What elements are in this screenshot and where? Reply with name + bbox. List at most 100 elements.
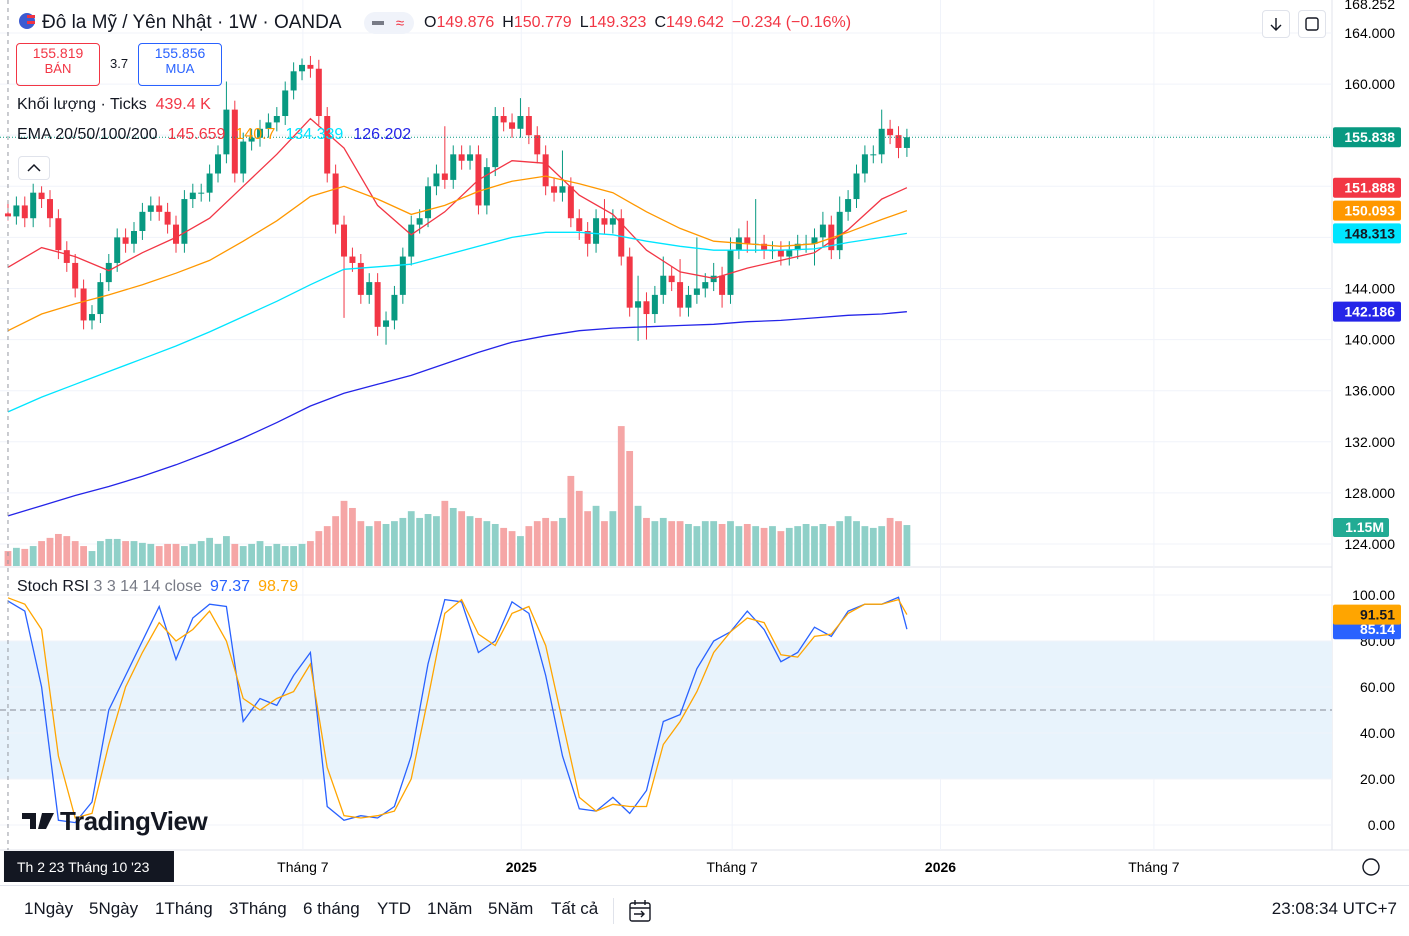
candle-body [500, 116, 507, 123]
volume-label: 1.15M [1345, 519, 1384, 535]
candle-body [609, 218, 616, 225]
volume-bar [559, 517, 566, 566]
layers: Tháng 7 2025 Tháng 7 2026 Tháng 7 124.000 128.… [0, 0, 1401, 882]
volume-bar [206, 537, 214, 566]
candle-body [458, 154, 465, 161]
ohlc-value: 149.323 [588, 14, 647, 31]
volume-bar [96, 541, 104, 566]
sell-button[interactable]: 155.819 BÁN [16, 43, 100, 86]
range-button[interactable]: 3Tháng [229, 899, 287, 918]
volume-bar [181, 546, 188, 566]
candle-body [853, 173, 860, 200]
fullscreen-button[interactable] [1298, 10, 1326, 38]
y-tick-label: 100.00 [1352, 587, 1395, 603]
volume-bar [231, 543, 239, 566]
settings-icon[interactable] [1362, 858, 1380, 876]
candle-body [307, 64, 314, 69]
candle-body [114, 237, 121, 263]
candle-body [425, 186, 432, 219]
candle-body [542, 154, 549, 187]
buy-button[interactable]: 155.856 MUA [138, 43, 222, 86]
candle-body [567, 186, 574, 219]
volume-bar [315, 531, 323, 566]
candle-body [282, 90, 289, 117]
date-range-button[interactable] [628, 898, 654, 929]
candle-body [139, 211, 146, 231]
x-tick-label: Tháng 7 [706, 859, 758, 875]
candle-body [441, 173, 448, 180]
volume-bar [601, 521, 608, 566]
candle-body [777, 250, 784, 257]
range-button[interactable]: 6 tháng [303, 899, 360, 918]
range-button[interactable]: 5Ngày [89, 899, 139, 918]
volume-bar [4, 551, 12, 566]
ema-legend: EMA 20/50/100/200 145.659 140.7 134.339 126.… [17, 126, 411, 144]
collapse-button[interactable] [18, 156, 50, 180]
stoch-legend: Stoch RSI 3 3 14 14 close 97.37 98.79 [17, 578, 298, 596]
range-button[interactable]: 1Ngày [24, 899, 74, 918]
candle-body [719, 275, 726, 295]
stoch-line [7, 596, 908, 824]
y-tick-label: 40.00 [1360, 725, 1395, 741]
volume-bar [407, 511, 415, 566]
candle-body [324, 116, 331, 174]
volume-bar [567, 475, 575, 566]
candle-body [231, 109, 238, 174]
ema-value: 140.7 [235, 126, 276, 143]
volume-bar [693, 526, 701, 566]
candle-body [21, 205, 28, 219]
sell-label: BÁN [44, 61, 72, 76]
last-price-label-box [1333, 127, 1401, 148]
candle-body [861, 154, 868, 174]
volume-bar [340, 500, 348, 566]
volume-bar [147, 543, 155, 566]
volume-bar [416, 517, 424, 566]
range-button[interactable]: Tất cả [551, 899, 599, 918]
candle-body [130, 230, 137, 244]
clock: 23:08:34 UTC+7 [1271, 899, 1397, 918]
volume-bar [214, 543, 222, 566]
candle-body [13, 205, 20, 217]
volume-bar [88, 551, 96, 566]
volume-bar [365, 526, 373, 566]
candle-body [147, 205, 154, 212]
volume-bar [374, 521, 382, 566]
ema-price-label: 148.313 [1344, 225, 1395, 241]
range-button[interactable]: 1Tháng [155, 899, 213, 918]
candle-body [46, 199, 53, 219]
candle-body [366, 282, 373, 295]
ohlc-key: O [424, 14, 437, 31]
volume-bar [189, 543, 197, 566]
x-tick-label: 2026 [925, 859, 956, 875]
candle-body [38, 192, 45, 200]
volume-bar [441, 500, 449, 566]
range-button[interactable]: YTD [377, 899, 411, 918]
candle-body [727, 250, 734, 295]
logo: TradingView [20, 806, 208, 837]
candle-body [97, 282, 104, 315]
volume-bar [743, 523, 751, 566]
volume-bar [458, 511, 466, 566]
volume-bar [794, 526, 802, 566]
candle-body [626, 256, 633, 308]
volume-bar [575, 490, 583, 566]
range-button[interactable]: 5Năm [488, 899, 534, 918]
candle-body [693, 288, 700, 295]
candle-body [576, 218, 583, 231]
volume-bar [357, 521, 365, 566]
range-button[interactable]: 1Năm [427, 899, 473, 918]
candle-body [30, 192, 37, 219]
stoch-value: 98.79 [258, 578, 299, 595]
y-tick-label: 20.00 [1360, 771, 1395, 787]
volume-bar [332, 516, 340, 566]
volume-bar [138, 542, 146, 566]
candle-body [677, 282, 684, 308]
ema-price-label: 151.888 [1344, 180, 1395, 196]
volume-bar [172, 543, 180, 566]
svg-text:≈: ≈ [396, 15, 404, 32]
y-tick-label: 160.000 [1344, 76, 1395, 92]
scroll-button[interactable] [1262, 10, 1290, 38]
volume-bar [626, 451, 634, 566]
y-tick-label: 124.000 [1344, 536, 1395, 552]
candle-body [399, 256, 406, 295]
